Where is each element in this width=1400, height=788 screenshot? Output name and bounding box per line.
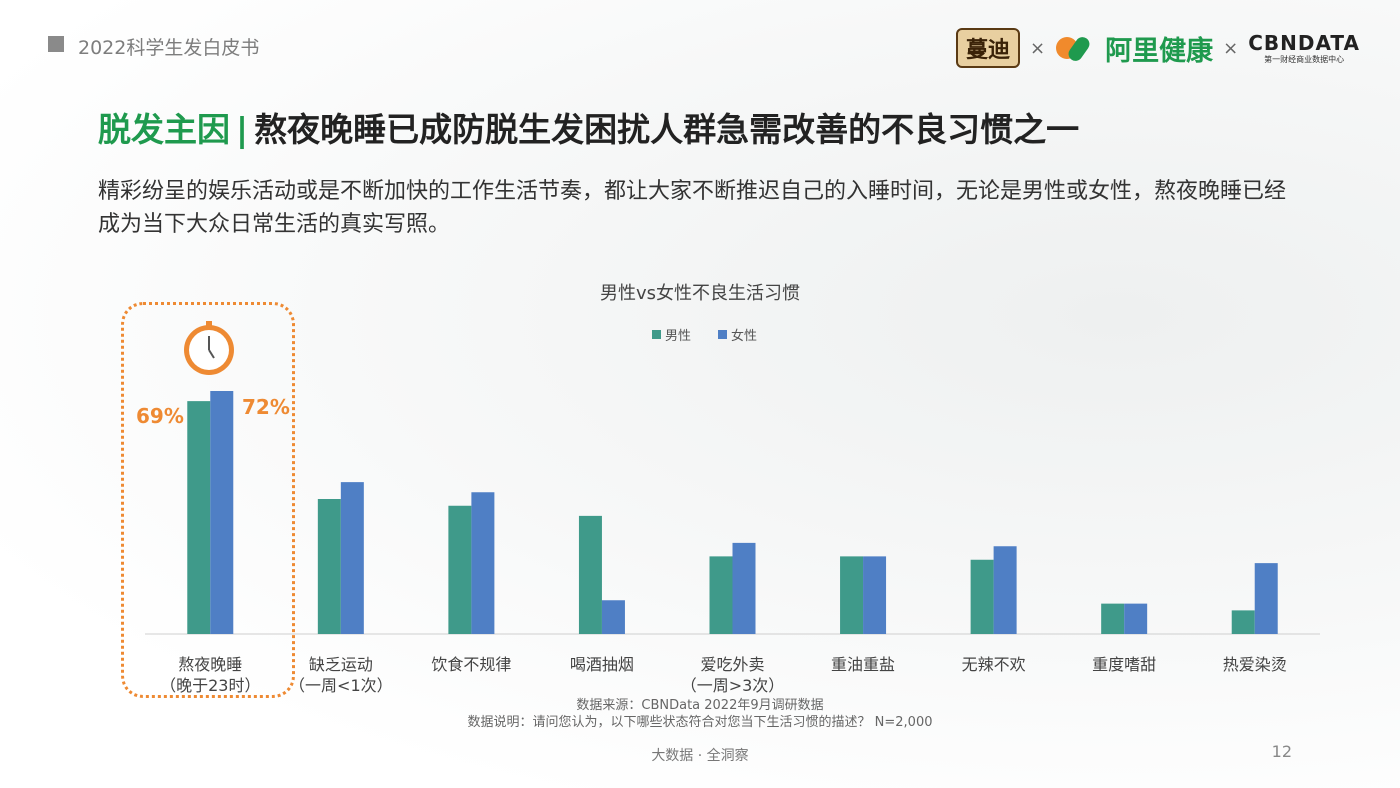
category-label: （一周<1次）: [289, 676, 393, 695]
category-label: 重油重盐: [831, 655, 895, 674]
logo-separator: ×: [1223, 37, 1239, 59]
ali-health-name: 阿里健康: [1105, 35, 1214, 67]
data-source: 数据来源：CBNData 2022年9月调研数据 数据说明：请问您认为，以下哪些…: [0, 697, 1400, 731]
bar-female: [993, 546, 1017, 634]
legend-swatch: [718, 330, 727, 339]
mandi-logo: 蔓迪: [956, 28, 1021, 68]
bar-male: [448, 505, 472, 634]
bar-male: [317, 499, 341, 634]
bar-male: [970, 559, 994, 634]
category-label: 无辣不欢: [962, 655, 1026, 674]
header-marker: [48, 36, 64, 52]
partner-logos: 蔓迪 × 阿里健康 × CBNDATA 第一财经商业数据中心: [956, 28, 1360, 68]
bar-female: [210, 391, 234, 634]
category-label: （晚于23时）: [160, 676, 260, 695]
category-label: 喝酒抽烟: [570, 655, 634, 674]
bar-female: [863, 556, 887, 634]
highlight-box: [121, 302, 295, 698]
bar-male: [578, 515, 602, 634]
chart-title: 男性vs女性不良生活习惯: [600, 283, 800, 304]
bar-male: [840, 556, 864, 634]
category-label: 缺乏运动: [309, 655, 373, 674]
clock-icon: [184, 321, 234, 375]
ali-health-icon: [1056, 37, 1090, 61]
category-label: 熬夜晚睡: [178, 655, 242, 674]
cbndata-name: CBNDATA: [1248, 30, 1360, 55]
bar-male: [709, 556, 733, 634]
bar-female: [601, 600, 625, 634]
male-highlight-value: 69%: [136, 404, 184, 428]
headline-key: 脱发主因: [98, 110, 230, 149]
report-title: 2022科学生发白皮书: [78, 37, 260, 59]
category-label: 饮食不规律: [431, 655, 511, 674]
legend-swatch: [652, 330, 661, 339]
bar-male: [187, 401, 211, 634]
page-headline: 脱发主因 | 熬夜晚睡已成防脱生发困扰人群急需改善的不良习惯之一: [98, 103, 1079, 151]
legend-label: 男性: [665, 329, 691, 344]
headline-text: 熬夜晚睡已成防脱生发困扰人群急需改善的不良习惯之一: [254, 110, 1080, 149]
female-highlight-value: 72%: [242, 395, 290, 419]
logo-separator: ×: [1030, 37, 1046, 59]
page-subtitle: 精彩纷呈的娱乐活动或是不断加快的工作生活节奏，都让大家不断推迟自己的入睡时间，无…: [98, 179, 1287, 237]
source-line: 数据来源：CBNData 2022年9月调研数据: [576, 698, 824, 713]
bar-female: [471, 492, 495, 634]
cbndata-logo: CBNDATA 第一财经商业数据中心: [1248, 33, 1360, 64]
bar-female: [1254, 563, 1278, 634]
bar-female: [732, 542, 756, 634]
bar-female: [1124, 603, 1148, 634]
bar-female: [340, 482, 364, 634]
legend-label: 女性: [731, 328, 757, 344]
source-note: 数据说明：请问您认为，以下哪些状态符合对您当下生活习惯的描述？ N=2,000: [467, 715, 933, 730]
cbndata-subtitle: 第一财经商业数据中心: [1264, 54, 1345, 64]
page-number: 12: [1271, 742, 1292, 761]
footer-tagline: 大数据 · 全洞察: [651, 748, 749, 764]
bar-male: [1101, 603, 1125, 634]
category-label: 爱吃外卖: [700, 655, 764, 674]
bar-male: [1231, 610, 1255, 634]
ali-health-logo: 阿里健康: [1055, 29, 1213, 68]
headline-divider: |: [236, 110, 249, 149]
category-label: 热爱染烫: [1223, 655, 1287, 674]
category-label: 重度嗜甜: [1092, 655, 1156, 674]
category-label: （一周>3次）: [681, 676, 785, 695]
